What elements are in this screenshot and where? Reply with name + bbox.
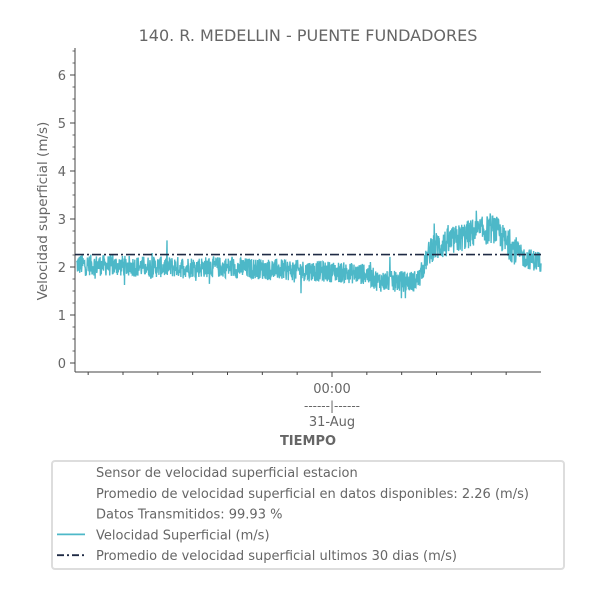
y-tick-label: 6 xyxy=(58,69,66,84)
y-tick-label: 1 xyxy=(58,309,66,324)
legend-entry-label: Promedio de velocidad superficial ultimo… xyxy=(96,549,457,564)
legend-entry-label: Datos Transmitidos: 99.93 % xyxy=(96,508,282,523)
y-tick-label: 2 xyxy=(58,261,66,276)
x-tick-label-separator: ------|------ xyxy=(304,399,360,413)
legend-entry-label: Velocidad Superficial (m/s) xyxy=(96,528,270,543)
legend-entry-label: Sensor de velocidad superficial estacion xyxy=(96,466,358,481)
x-tick-label-date: 31-Aug xyxy=(309,415,355,430)
y-tick-label: 3 xyxy=(58,213,66,228)
series-velocidad-superficial xyxy=(75,210,542,299)
chart-title: 140. R. MEDELLIN - PUENTE FUNDADORES xyxy=(139,26,478,45)
legend-box xyxy=(51,460,565,570)
x-axis-label: TIEMPO xyxy=(280,434,336,449)
legend-entry-label: Promedio de velocidad superficial en dat… xyxy=(96,487,529,502)
y-tick-label: 5 xyxy=(58,117,66,132)
y-tick-label: 0 xyxy=(58,357,66,372)
x-tick-label-hour: 00:00 xyxy=(313,382,350,397)
y-axis-label: Velocidad superficial (m/s) xyxy=(35,122,51,301)
y-tick-label: 4 xyxy=(58,165,66,180)
